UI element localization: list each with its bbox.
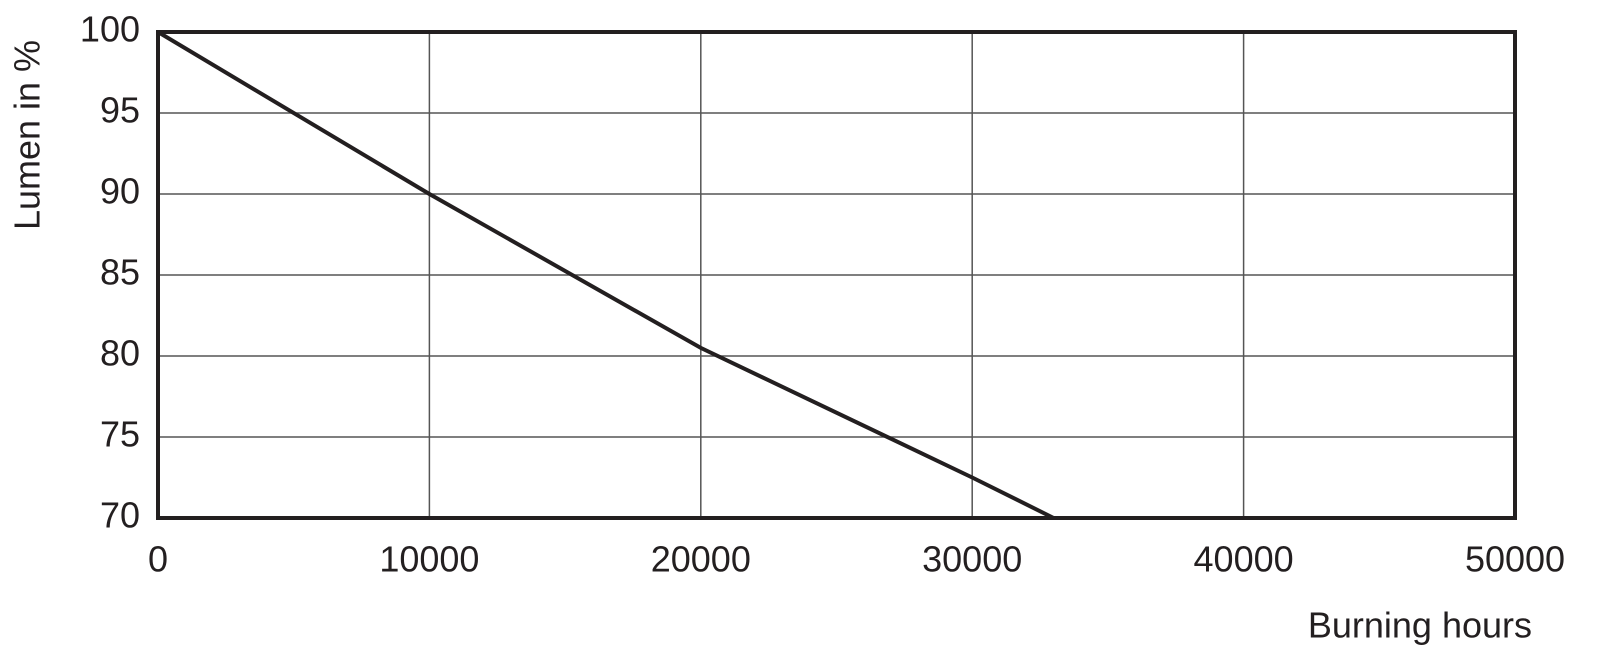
y-tick-label: 85 [100,252,140,293]
x-tick-label: 0 [148,539,168,580]
y-tick-label: 75 [100,414,140,455]
x-tick-label: 40000 [1194,539,1294,580]
y-tick-label: 70 [100,495,140,536]
y-tick-label: 100 [80,9,140,50]
y-axis-label: Lumen in % [7,40,48,230]
x-tick-label: 20000 [651,539,751,580]
x-tick-label: 10000 [379,539,479,580]
x-tick-label: 30000 [922,539,1022,580]
data-line [156,30,1055,520]
x-axis-label: Burning hours [1308,605,1532,646]
y-tick-label: 80 [100,333,140,374]
x-tick-label: 50000 [1465,539,1565,580]
y-tick-label: 90 [100,171,140,212]
y-tick-label: 95 [100,90,140,131]
plot-frame [156,30,1517,520]
